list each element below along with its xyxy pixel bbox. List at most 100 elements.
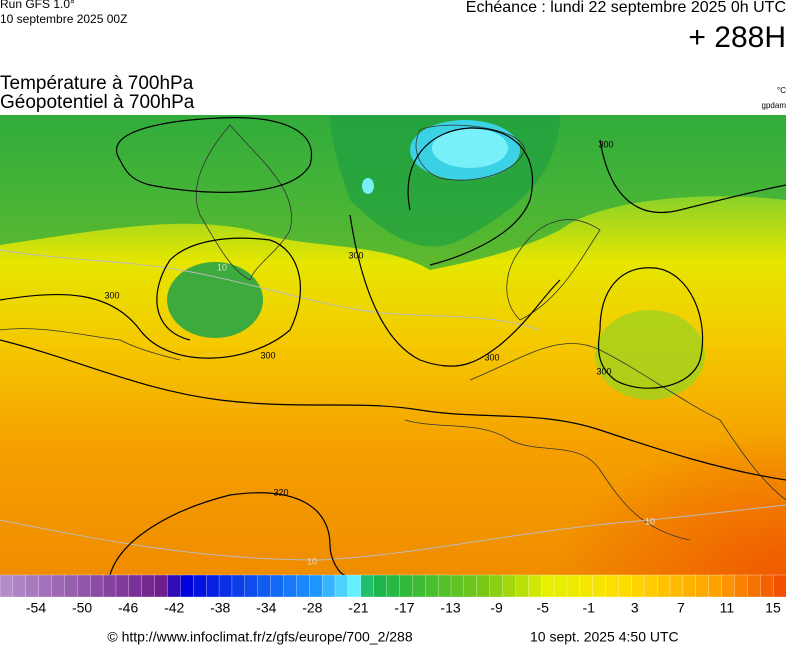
title-geopotential: Géopotentiel à 700hPa	[0, 92, 195, 113]
colorbar: -54 -50 -46 -42 -38 -34 -28 -21 -17 -13 -9 -5 -1 3 7 11…	[0, 574, 786, 616]
colorbar-swatch	[244, 574, 259, 598]
map: 300 300 300 300 300 300 320 10 10 10	[0, 115, 786, 575]
colorbar-swatch	[386, 574, 400, 598]
colorbar-swatch	[12, 574, 27, 598]
isotherm-label: 10	[645, 516, 655, 526]
colorbar-swatch	[656, 574, 671, 598]
colorbar-swatch	[51, 574, 65, 598]
colorbar-swatch	[102, 574, 117, 598]
colorbar-swatch	[476, 574, 491, 598]
contour-label: 300	[260, 350, 275, 360]
colorbar-label: 3	[631, 600, 639, 616]
colorbar-swatch	[502, 574, 516, 598]
valid-time: Echéance : lundi 22 septembre 2025 0h UT…	[466, 0, 786, 16]
colorbar-label: -42	[164, 600, 184, 616]
colorbar-swatch	[360, 574, 375, 598]
colorbar-swatch	[579, 574, 594, 598]
generated-time: 10 sept. 2025 4:50 UTC	[530, 629, 679, 645]
colorbar-swatch	[309, 574, 323, 598]
colorbar-swatch	[644, 574, 658, 598]
colorbar-swatch	[618, 574, 632, 598]
colorbar-swatch	[231, 574, 246, 598]
colorbar-label: 11	[720, 600, 735, 616]
isotherm-label: 10	[217, 262, 227, 272]
colorbar-swatch	[515, 574, 529, 598]
colorbar-label: -34	[256, 600, 276, 616]
colorbar-swatch	[721, 574, 735, 598]
colorbar-swatch	[128, 574, 143, 598]
colorbar-swatch	[270, 574, 284, 598]
colorbar-label: -46	[118, 600, 138, 616]
colorbar-swatch	[605, 574, 619, 598]
colorbar-swatch	[592, 574, 607, 598]
colorbar-swatch	[347, 574, 362, 598]
colorbar-swatch	[682, 574, 697, 598]
colorbar-swatch	[450, 574, 465, 598]
colorbar-label: 7	[677, 600, 685, 616]
colorbar-swatch	[695, 574, 710, 598]
colorbar-swatch	[541, 574, 555, 598]
colorbar-label: -54	[26, 600, 46, 616]
colorbar-swatch	[296, 574, 310, 598]
title-temperature: Température à 700hPa	[0, 73, 194, 94]
colorbar-swatch	[218, 574, 233, 598]
contour-label: 320	[273, 487, 288, 497]
colorbar-swatch	[760, 574, 774, 598]
colorbar-label: -5	[536, 600, 549, 616]
colorbar-swatch	[154, 574, 168, 598]
colorbar-swatch	[631, 574, 645, 598]
colorbar-swatch	[64, 574, 78, 598]
colorbar-swatch	[283, 574, 297, 598]
colorbar-label: -17	[394, 600, 414, 616]
colorbar-swatch	[373, 574, 388, 598]
colorbar-swatch	[734, 574, 748, 598]
colorbar-swatch	[334, 574, 349, 598]
colorbar-swatch	[141, 574, 156, 598]
contour-label: 300	[596, 366, 611, 376]
contour-label: 300	[348, 250, 363, 260]
colorbar-swatch	[437, 574, 452, 598]
colorbar-swatch	[747, 574, 761, 598]
colorbar-swatch	[193, 574, 207, 598]
colorbar-label: 15	[765, 600, 781, 616]
colorbar-swatch	[425, 574, 439, 598]
colorbar-swatch	[206, 574, 220, 598]
colorbar-label: -13	[440, 600, 460, 616]
colorbar-swatch	[566, 574, 581, 598]
colorbar-label: -38	[210, 600, 230, 616]
colorbar-swatch	[321, 574, 336, 598]
colorbar-swatch	[553, 574, 568, 598]
colorbar-swatch	[257, 574, 272, 598]
contour-label: 300	[104, 290, 119, 300]
colorbar-label: -9	[490, 600, 503, 616]
run-date: 10 septembre 2025 00Z	[0, 12, 127, 26]
colorbar-label: -21	[348, 600, 368, 616]
colorbar-swatch	[90, 574, 104, 598]
colorbar-swatch	[77, 574, 91, 598]
colorbar-swatch	[669, 574, 684, 598]
source-url: © http://www.infoclimat.fr/z/gfs/europe/…	[107, 629, 412, 645]
lead-time: + 288H	[688, 21, 786, 54]
colorbar-swatch	[115, 574, 130, 598]
colorbar-swatch	[772, 574, 786, 598]
colorbar-swatch	[412, 574, 426, 598]
colorbar-label: -28	[302, 600, 322, 616]
isotherm-label: 10	[307, 556, 317, 566]
colorbar-swatch	[489, 574, 503, 598]
contour-label: 300	[484, 352, 499, 362]
run-label: Run GFS 1.0°	[0, 0, 75, 11]
colorbar-label: -50	[72, 600, 92, 616]
unit-temperature: °C	[777, 86, 786, 95]
colorbar-swatch	[463, 574, 478, 598]
colorbar-swatch	[0, 574, 14, 598]
colorbar-swatch	[528, 574, 542, 598]
colorbar-swatch	[180, 574, 194, 598]
colorbar-label: -1	[582, 600, 595, 616]
colorbar-swatch	[708, 574, 723, 598]
colorbar-swatch	[25, 574, 40, 598]
colorbar-swatch	[38, 574, 52, 598]
unit-geopotential: gpdam	[762, 101, 786, 110]
contour-label: 300	[598, 139, 613, 149]
colorbar-swatch	[167, 574, 181, 598]
